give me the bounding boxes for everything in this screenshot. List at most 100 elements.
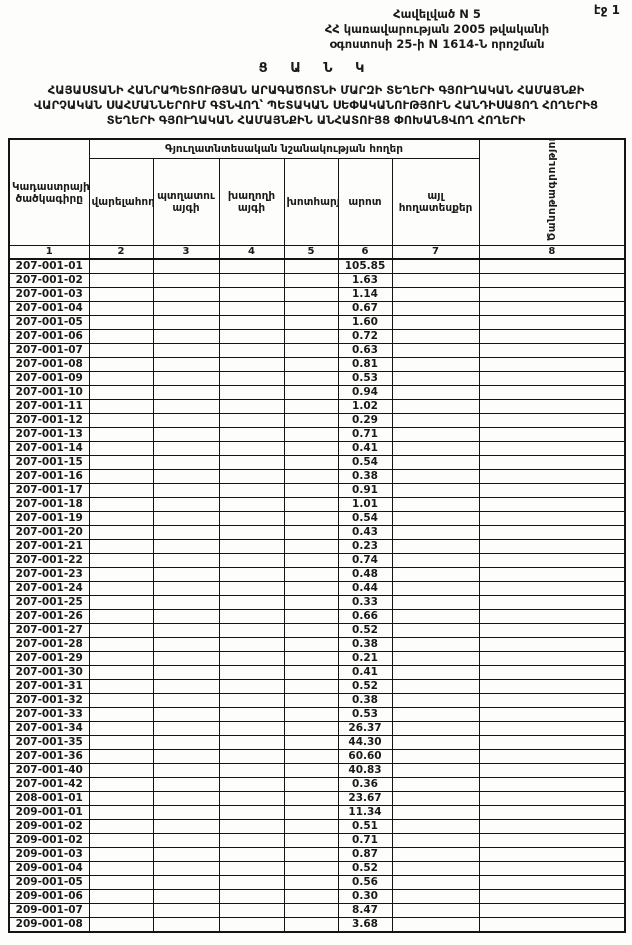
column-header-hayfield: խոտհարք xyxy=(283,158,339,247)
pasture-value-cell: 60.60 xyxy=(337,749,393,765)
empty-cell xyxy=(88,903,154,919)
empty-cell xyxy=(478,889,626,905)
table-row: 207-001-24 0.44 xyxy=(8,581,626,597)
empty-cell xyxy=(152,875,220,891)
empty-cell xyxy=(152,805,220,821)
pasture-value-cell: 0.94 xyxy=(337,385,393,401)
empty-cell xyxy=(152,903,220,919)
empty-cell xyxy=(218,665,285,681)
cadastre-code-cell: 207-001-31 xyxy=(8,679,90,695)
empty-cell xyxy=(88,273,154,289)
empty-cell xyxy=(218,567,285,583)
empty-cell xyxy=(478,539,626,555)
empty-cell xyxy=(283,609,339,625)
cadastre-code-cell: 207-001-12 xyxy=(8,413,90,429)
empty-cell xyxy=(88,287,154,303)
table-row: 207-001-23 0.48 xyxy=(8,567,626,583)
table-row: 207-001-25 0.33 xyxy=(8,595,626,611)
empty-cell xyxy=(391,399,480,415)
empty-cell xyxy=(218,623,285,639)
empty-cell xyxy=(391,441,480,457)
table-row: 209-001-08 3.68 xyxy=(8,917,626,933)
empty-cell xyxy=(391,343,480,359)
empty-cell xyxy=(152,693,220,709)
empty-cell xyxy=(283,917,339,933)
empty-cell xyxy=(152,833,220,849)
empty-cell xyxy=(218,693,285,709)
empty-cell xyxy=(152,637,220,653)
empty-cell xyxy=(478,315,626,331)
empty-cell xyxy=(478,861,626,877)
table-row: 207-001-08 0.81 xyxy=(8,357,626,373)
empty-cell xyxy=(88,329,154,345)
empty-cell xyxy=(283,315,339,331)
empty-cell xyxy=(478,735,626,751)
document-title: ՀԱՅԱՍՏԱՆԻ ՀԱՆՐԱՊԵՏՈՒԹՅԱՆ ԱՐԱԳԱԾՈՏՆԻ ՄԱՐԶ… xyxy=(33,82,599,128)
empty-cell xyxy=(391,329,480,345)
table-row: 207-001-30 0.41 xyxy=(8,665,626,681)
empty-cell xyxy=(391,791,480,807)
page-number-label: էջ 1 xyxy=(593,3,620,17)
empty-cell xyxy=(152,763,220,779)
cadastre-code-cell: 207-001-26 xyxy=(8,609,90,625)
column-header-arable: վարելահող xyxy=(88,158,154,247)
table-row: 207-001-18 1.01 xyxy=(8,497,626,513)
empty-cell xyxy=(283,553,339,569)
pasture-value-cell: 1.01 xyxy=(337,497,393,513)
empty-cell xyxy=(88,595,154,611)
empty-cell xyxy=(478,749,626,765)
empty-cell xyxy=(478,623,626,639)
empty-cell xyxy=(283,301,339,317)
empty-cell xyxy=(283,735,339,751)
table-row: 207-001-16 0.38 xyxy=(8,469,626,485)
empty-cell xyxy=(391,455,480,471)
empty-cell xyxy=(152,539,220,555)
empty-cell xyxy=(478,301,626,317)
pasture-value-cell: 0.71 xyxy=(337,833,393,849)
empty-cell xyxy=(283,805,339,821)
empty-cell xyxy=(391,567,480,583)
empty-cell xyxy=(391,665,480,681)
pasture-value-cell: 0.54 xyxy=(337,455,393,471)
empty-cell xyxy=(152,287,220,303)
column-header-vineyard: խաղողի այգի xyxy=(218,158,285,247)
table-row: 207-001-26 0.66 xyxy=(8,609,626,625)
table-row: 209-001-02 0.71 xyxy=(8,833,626,849)
empty-cell xyxy=(478,441,626,457)
column-header-row: վարելահող պտղատու այգի խաղողի այգի խոտհա… xyxy=(9,158,625,247)
empty-cell xyxy=(283,497,339,513)
empty-cell xyxy=(391,805,480,821)
pasture-value-cell: 0.30 xyxy=(337,889,393,905)
empty-cell xyxy=(218,357,285,373)
empty-cell xyxy=(391,287,480,303)
empty-cell xyxy=(283,679,339,695)
empty-cell xyxy=(478,287,626,303)
empty-cell xyxy=(478,413,626,429)
empty-cell xyxy=(391,595,480,611)
empty-cell xyxy=(478,777,626,793)
table-row: 207-001-11 1.02 xyxy=(8,399,626,415)
empty-cell xyxy=(391,385,480,401)
cadastre-code-cell: 209-001-04 xyxy=(8,861,90,877)
empty-cell xyxy=(391,258,480,275)
empty-cell xyxy=(218,581,285,597)
empty-cell xyxy=(478,693,626,709)
empty-cell xyxy=(88,763,154,779)
pasture-value-cell: 3.68 xyxy=(337,917,393,933)
empty-cell xyxy=(218,777,285,793)
empty-cell xyxy=(478,637,626,653)
empty-cell xyxy=(88,525,154,541)
pasture-value-cell: 0.56 xyxy=(337,875,393,891)
table-row: 208-001-01 23.67 xyxy=(8,791,626,807)
empty-cell xyxy=(478,511,626,527)
empty-cell xyxy=(88,623,154,639)
empty-cell xyxy=(218,819,285,835)
empty-cell xyxy=(283,903,339,919)
empty-cell xyxy=(283,427,339,443)
cadastre-code-cell: 207-001-14 xyxy=(8,441,90,457)
empty-cell xyxy=(88,889,154,905)
empty-cell xyxy=(88,791,154,807)
empty-cell xyxy=(88,833,154,849)
empty-cell xyxy=(478,609,626,625)
